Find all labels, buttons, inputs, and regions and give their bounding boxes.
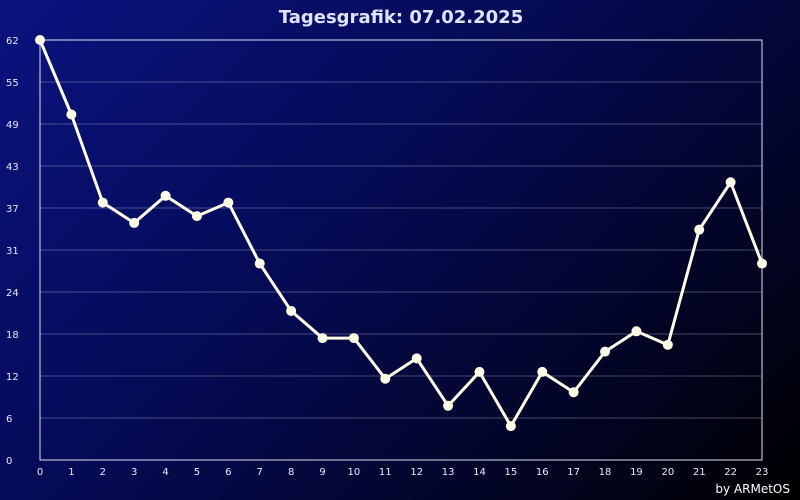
x-tick-label: 4: [162, 467, 168, 478]
series-line: [38, 39, 764, 428]
data-point: [223, 197, 234, 208]
y-tick-label: 62: [6, 36, 19, 47]
y-tick-label: 31: [6, 246, 19, 257]
data-point: [66, 109, 77, 120]
x-tick-label: 5: [194, 467, 200, 478]
y-tick-label: 24: [6, 288, 19, 299]
x-tick-label: 7: [257, 467, 263, 478]
data-point: [35, 35, 45, 45]
data-point: [505, 421, 516, 432]
data-point: [286, 305, 297, 316]
credit-text: by ARMetOS: [715, 482, 790, 496]
data-point: [631, 326, 642, 337]
y-tick-label: 18: [6, 330, 19, 341]
x-tick-label: 14: [473, 467, 486, 478]
data-point: [380, 373, 391, 384]
x-tick-label: 16: [536, 467, 549, 478]
x-tick-label: 0: [37, 467, 43, 478]
x-tick-label: 3: [131, 467, 137, 478]
y-tick-label: 6: [6, 414, 12, 425]
y-tick-label: 0: [6, 456, 12, 467]
x-tick-label: 19: [630, 467, 643, 478]
x-tick-label: 2: [100, 467, 106, 478]
data-point: [129, 217, 140, 228]
x-tick-label: 20: [661, 467, 674, 478]
x-tick-label: 23: [756, 467, 769, 478]
y-tick-label: 43: [6, 162, 19, 173]
x-tick-label: 9: [319, 467, 325, 478]
data-point: [600, 346, 611, 357]
data-point: [443, 400, 454, 411]
y-tick-label: 49: [6, 120, 19, 131]
data-point: [317, 333, 328, 344]
data-point: [191, 211, 202, 222]
data-point: [411, 353, 422, 364]
x-tick-label: 10: [348, 467, 361, 478]
grid-lines: [40, 81, 762, 419]
data-point: [757, 258, 767, 269]
data-point: [725, 177, 736, 188]
data-point: [97, 197, 108, 208]
x-tick-label: 17: [567, 467, 580, 478]
x-tick-label: 15: [505, 467, 518, 478]
data-point: [537, 366, 548, 377]
data-points: [35, 35, 767, 432]
x-tick-label: 18: [599, 467, 612, 478]
y-axis-ticks: 0 6 12 18 24 31 37 43 49 55 62: [6, 36, 19, 467]
data-point: [160, 190, 171, 201]
x-tick-label: 1: [68, 467, 74, 478]
data-point: [348, 333, 359, 344]
data-point: [474, 366, 485, 377]
x-axis-ticks: 0 1 2 3 4 5 6 7 8 9 10 11 12 13 14 15 16 17 18 19 20 21 22 23: [37, 467, 769, 478]
y-tick-label: 55: [6, 78, 19, 89]
data-point: [254, 258, 265, 269]
plot-frame: [39, 39, 763, 461]
x-tick-label: 6: [225, 467, 231, 478]
x-tick-label: 11: [379, 467, 392, 478]
x-tick-label: 13: [442, 467, 455, 478]
x-tick-label: 12: [410, 467, 423, 478]
y-tick-label: 37: [6, 204, 19, 215]
data-point: [662, 339, 673, 350]
y-tick-label: 12: [6, 372, 19, 383]
x-tick-label: 21: [693, 467, 706, 478]
chart-title: Tagesgrafik: 07.02.2025: [279, 7, 523, 28]
data-point: [568, 387, 579, 398]
x-tick-label: 8: [288, 467, 294, 478]
x-tick-label: 22: [724, 467, 737, 478]
data-point: [694, 224, 705, 235]
